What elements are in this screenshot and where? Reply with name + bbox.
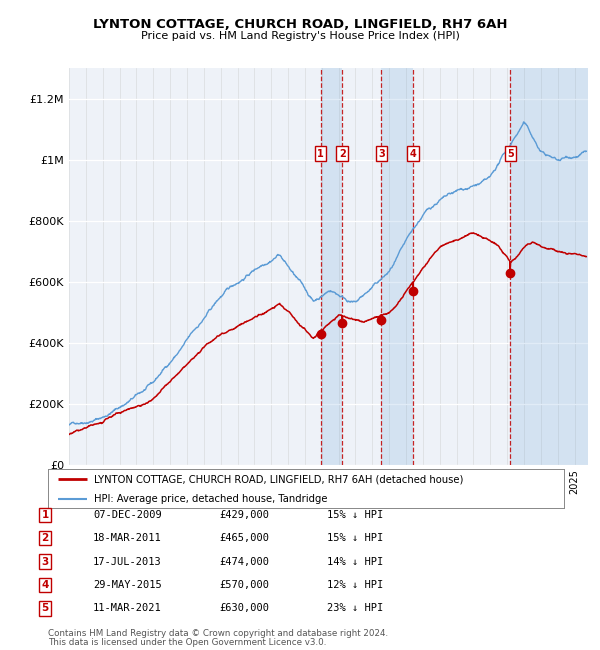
Text: Price paid vs. HM Land Registry's House Price Index (HPI): Price paid vs. HM Land Registry's House … (140, 31, 460, 40)
Text: £570,000: £570,000 (219, 580, 269, 590)
Text: HPI: Average price, detached house, Tandridge: HPI: Average price, detached house, Tand… (94, 493, 328, 504)
Text: 15% ↓ HPI: 15% ↓ HPI (327, 510, 383, 520)
Text: LYNTON COTTAGE, CHURCH ROAD, LINGFIELD, RH7 6AH (detached house): LYNTON COTTAGE, CHURCH ROAD, LINGFIELD, … (94, 474, 464, 484)
Text: 1: 1 (317, 149, 324, 159)
Bar (511, 68, 588, 465)
Text: 5: 5 (507, 149, 514, 159)
Text: 29-MAY-2015: 29-MAY-2015 (93, 580, 162, 590)
Text: LYNTON COTTAGE, CHURCH ROAD, LINGFIELD, RH7 6AH: LYNTON COTTAGE, CHURCH ROAD, LINGFIELD, … (93, 18, 507, 31)
Text: 11-MAR-2021: 11-MAR-2021 (93, 603, 162, 614)
Bar (320, 68, 342, 465)
Text: 1: 1 (41, 510, 49, 520)
Text: 4: 4 (410, 149, 416, 159)
Text: 12% ↓ HPI: 12% ↓ HPI (327, 580, 383, 590)
Text: 4: 4 (41, 580, 49, 590)
Text: 3: 3 (378, 149, 385, 159)
Text: 18-MAR-2011: 18-MAR-2011 (93, 533, 162, 543)
Text: £465,000: £465,000 (219, 533, 269, 543)
Text: 14% ↓ HPI: 14% ↓ HPI (327, 556, 383, 567)
Text: 17-JUL-2013: 17-JUL-2013 (93, 556, 162, 567)
Text: 07-DEC-2009: 07-DEC-2009 (93, 510, 162, 520)
Text: 3: 3 (41, 556, 49, 567)
Text: 15% ↓ HPI: 15% ↓ HPI (327, 533, 383, 543)
Text: £630,000: £630,000 (219, 603, 269, 614)
Text: 2: 2 (41, 533, 49, 543)
Text: £474,000: £474,000 (219, 556, 269, 567)
Text: Contains HM Land Registry data © Crown copyright and database right 2024.: Contains HM Land Registry data © Crown c… (48, 629, 388, 638)
Bar (382, 68, 413, 465)
Text: 2: 2 (339, 149, 346, 159)
Text: 5: 5 (41, 603, 49, 614)
Text: 23% ↓ HPI: 23% ↓ HPI (327, 603, 383, 614)
Text: £429,000: £429,000 (219, 510, 269, 520)
Text: This data is licensed under the Open Government Licence v3.0.: This data is licensed under the Open Gov… (48, 638, 326, 647)
